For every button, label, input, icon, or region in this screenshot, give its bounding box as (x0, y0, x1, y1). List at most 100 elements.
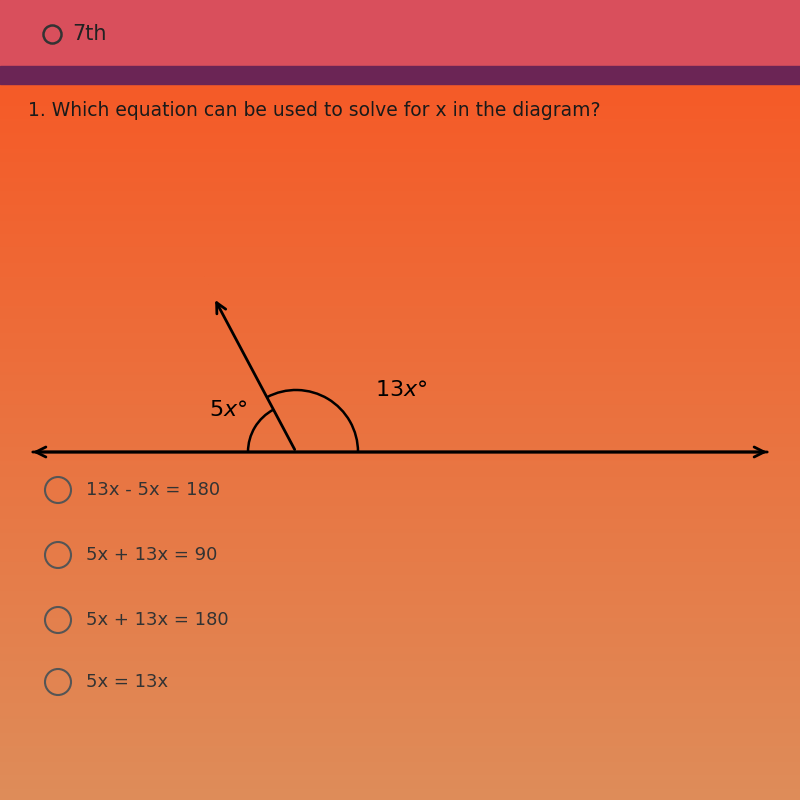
Bar (0, 338, 800, 342)
Bar (0, 328, 800, 330)
Bar (0, 174, 800, 176)
Bar (0, 294, 800, 296)
Bar (0, 738, 800, 742)
Bar (0, 54, 800, 56)
Bar (0, 106, 800, 110)
Bar (0, 144, 800, 146)
Bar (0, 566, 800, 568)
Bar (0, 530, 800, 534)
Bar (0, 686, 800, 688)
Bar (0, 486, 800, 488)
Bar (0, 438, 800, 440)
Bar (0, 34, 800, 38)
Bar (0, 32, 800, 34)
Bar (0, 394, 800, 398)
Bar (0, 562, 800, 566)
Bar (0, 296, 800, 298)
Bar (0, 554, 800, 558)
Bar (0, 446, 800, 448)
Bar (0, 670, 800, 672)
Bar (0, 70, 800, 72)
Bar (0, 90, 800, 94)
Bar (0, 762, 800, 766)
Bar (0, 608, 800, 610)
Bar (0, 360, 800, 362)
Bar (0, 614, 800, 616)
Bar (0, 336, 800, 338)
Bar (0, 656, 800, 658)
Bar (0, 150, 800, 152)
Bar (0, 594, 800, 598)
Bar (0, 498, 800, 502)
Bar (0, 730, 800, 734)
Bar (0, 514, 800, 518)
Text: 5x + 13x = 180: 5x + 13x = 180 (86, 611, 229, 629)
Bar (0, 798, 800, 800)
Bar (0, 482, 800, 486)
Bar (0, 694, 800, 696)
Bar (0, 550, 800, 552)
Bar (0, 416, 800, 418)
Bar (0, 298, 800, 302)
Bar (0, 606, 800, 608)
Bar (0, 672, 800, 674)
Bar (0, 22, 800, 24)
Bar (0, 472, 800, 474)
Bar (0, 240, 800, 242)
Bar (0, 314, 800, 318)
Bar (0, 258, 800, 262)
Bar (0, 510, 800, 512)
Bar (0, 390, 800, 392)
Bar (0, 546, 800, 550)
Bar (0, 526, 800, 528)
Bar (0, 470, 800, 472)
Bar (0, 480, 800, 482)
Bar (0, 600, 800, 602)
Bar (0, 120, 800, 122)
Bar (0, 282, 800, 286)
Bar (0, 6, 800, 8)
Bar (0, 166, 800, 168)
Bar (0, 374, 800, 376)
Bar (0, 46, 800, 48)
Bar (0, 334, 800, 336)
Bar (0, 744, 800, 746)
Bar (0, 592, 800, 594)
Bar (0, 454, 800, 456)
Bar (0, 544, 800, 546)
Bar (0, 648, 800, 650)
Bar (0, 248, 800, 250)
Bar (0, 758, 800, 760)
Bar (0, 632, 800, 634)
Bar (0, 114, 800, 118)
Bar (0, 616, 800, 618)
Bar (0, 386, 800, 390)
Bar (0, 702, 800, 704)
Bar (0, 272, 800, 274)
Bar (0, 210, 800, 214)
Bar (0, 134, 800, 136)
Bar (0, 582, 800, 584)
Bar (0, 638, 800, 640)
Bar (0, 94, 800, 96)
Bar (0, 16, 800, 18)
Bar (0, 370, 800, 374)
Bar (0, 478, 800, 480)
Bar (0, 302, 800, 304)
Bar (0, 176, 800, 178)
Bar (0, 192, 800, 194)
Bar (0, 178, 800, 182)
Bar (0, 74, 800, 78)
Bar (0, 184, 800, 186)
Bar (0, 352, 800, 354)
Bar (0, 186, 800, 190)
Bar (0, 160, 800, 162)
Bar (0, 794, 800, 798)
Bar (0, 128, 800, 130)
Bar (0, 266, 800, 270)
Bar (0, 768, 800, 770)
Bar (0, 728, 800, 730)
Bar (0, 710, 800, 712)
Bar (0, 234, 800, 238)
Bar (0, 578, 800, 582)
